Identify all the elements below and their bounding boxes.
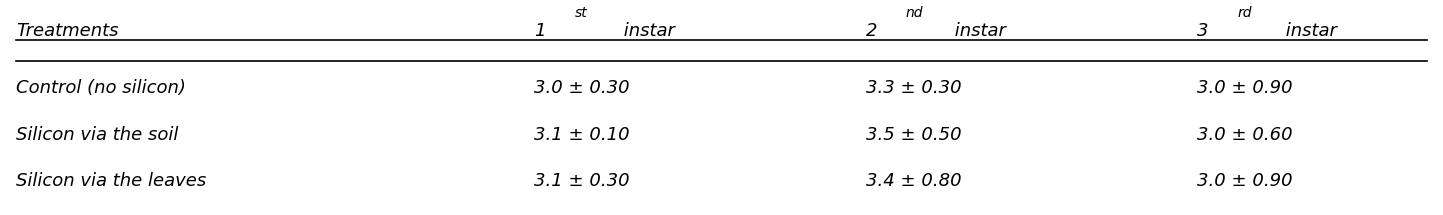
Text: instar: instar (1280, 22, 1338, 40)
Text: Treatments: Treatments (16, 22, 118, 40)
Text: instar: instar (618, 22, 675, 40)
Text: rd: rd (1237, 6, 1251, 20)
Text: 3.0 ± 0.90: 3.0 ± 0.90 (1196, 79, 1293, 97)
Text: 3.4 ± 0.80: 3.4 ± 0.80 (866, 172, 961, 190)
Text: 3.0 ± 0.60: 3.0 ± 0.60 (1196, 126, 1293, 144)
Text: 3.1 ± 0.10: 3.1 ± 0.10 (534, 126, 631, 144)
Text: nd: nd (906, 6, 924, 20)
Text: 3.3 ± 0.30: 3.3 ± 0.30 (866, 79, 961, 97)
Text: Control (no silicon): Control (no silicon) (16, 79, 186, 97)
Text: 3.0 ± 0.30: 3.0 ± 0.30 (534, 79, 631, 97)
Text: 2: 2 (866, 22, 877, 40)
Text: 3.5 ± 0.50: 3.5 ± 0.50 (866, 126, 961, 144)
Text: 3.1 ± 0.30: 3.1 ± 0.30 (534, 172, 631, 190)
Text: 1: 1 (534, 22, 545, 40)
Text: st: st (574, 6, 587, 20)
Text: Silicon via the soil: Silicon via the soil (16, 126, 177, 144)
Text: 3.0 ± 0.90: 3.0 ± 0.90 (1196, 172, 1293, 190)
Text: 3: 3 (1196, 22, 1208, 40)
Text: instar: instar (949, 22, 1006, 40)
Text: Silicon via the leaves: Silicon via the leaves (16, 172, 206, 190)
